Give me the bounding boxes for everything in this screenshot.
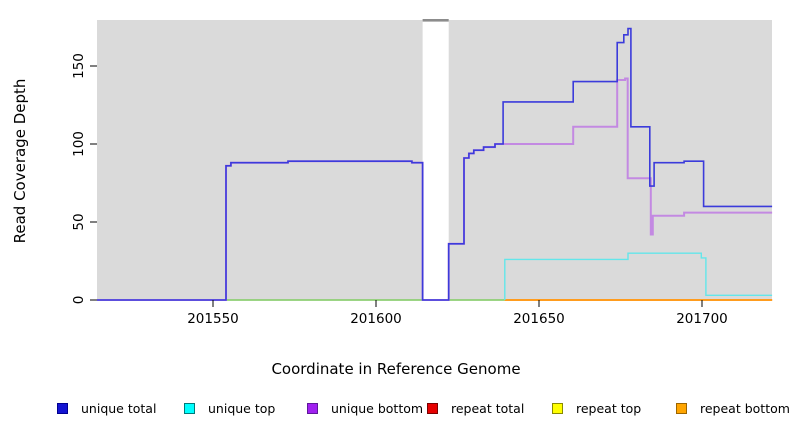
legend-label: unique top xyxy=(208,400,276,416)
y-tick-label: 50 xyxy=(71,213,87,230)
y-tick-label: 150 xyxy=(71,53,87,79)
x-tick-label: 201700 xyxy=(676,311,728,327)
unique-total-swatch-icon xyxy=(57,402,68,414)
legend-label: repeat top xyxy=(576,400,642,416)
series-unique-total xyxy=(97,27,773,301)
legend: unique total unique top unique bottom re… xyxy=(0,400,792,424)
repeat-total-swatch-icon xyxy=(427,402,438,414)
legend-item-repeat-total: repeat total xyxy=(427,400,524,416)
y-tick-label: 100 xyxy=(71,131,87,157)
x-tick-label: 201550 xyxy=(187,311,239,327)
legend-item-repeat-bottom: repeat bottom xyxy=(676,400,790,416)
legend-item-unique-top: unique top xyxy=(184,400,275,416)
repeat-top-swatch-icon xyxy=(552,402,563,414)
legend-label: repeat total xyxy=(451,400,525,416)
legend-item-unique-bottom: unique bottom xyxy=(307,400,423,416)
unique-bottom-swatch-icon xyxy=(307,402,318,414)
series-unique-top xyxy=(504,252,773,300)
x-axis-title: Coordinate in Reference Genome xyxy=(271,360,521,378)
y-axis-title: Read Coverage Depth xyxy=(11,78,29,244)
legend-label: unique bottom xyxy=(331,400,424,416)
legend-label: repeat bottom xyxy=(700,400,790,416)
repeat-bottom-swatch-icon xyxy=(676,402,687,414)
x-tick-label: 201600 xyxy=(350,311,402,327)
coverage-gap-top-marker xyxy=(422,19,449,22)
legend-label: unique total xyxy=(81,400,157,416)
x-tick-label: 201650 xyxy=(513,311,565,327)
coverage-gap-band xyxy=(422,19,449,300)
legend-item-repeat-top: repeat top xyxy=(552,400,641,416)
unique-top-swatch-icon xyxy=(184,402,195,414)
legend-item-unique-total: unique total xyxy=(57,400,156,416)
y-tick-label: 0 xyxy=(71,296,87,305)
